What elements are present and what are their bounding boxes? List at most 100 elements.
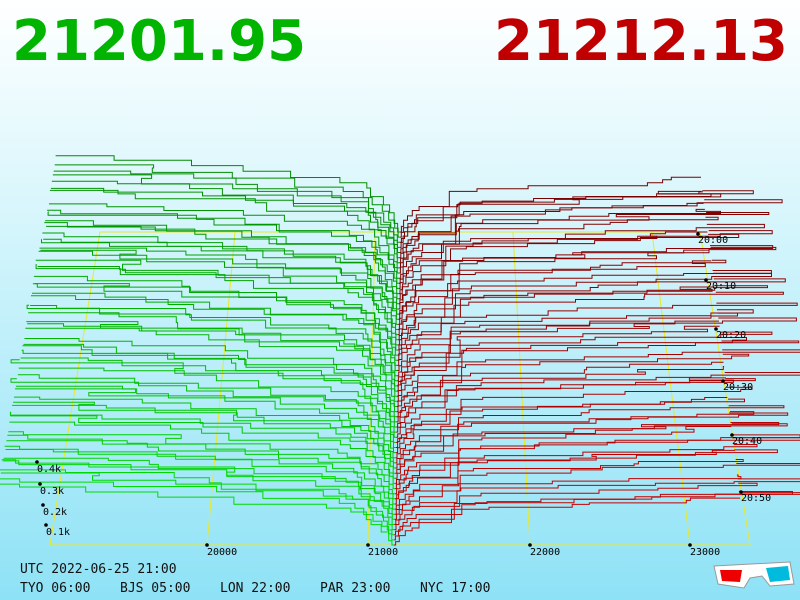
- bid-depth-line: [39, 247, 399, 320]
- bid-depth-line: [28, 312, 398, 382]
- floor-line: [651, 231, 691, 546]
- ask-depth-line: [395, 444, 758, 495]
- ask-depth-line: [395, 422, 780, 469]
- bid-depth-line: [0, 469, 395, 536]
- ask-depth-line: [394, 463, 800, 515]
- ask-depth-line: [398, 259, 727, 320]
- bid-depth-line: [44, 222, 399, 295]
- bid-depth-line: [8, 431, 396, 490]
- ask-depth-line: [396, 340, 800, 397]
- bid-depth-line: [52, 174, 400, 248]
- ask-depth-line: [397, 337, 747, 392]
- bid-depth-line: [35, 259, 398, 341]
- ask-depth-line: [399, 191, 722, 248]
- bid-depth-line: [15, 388, 396, 454]
- price-label: 22000: [530, 547, 560, 558]
- bid-depth-line: [45, 220, 399, 289]
- left-lens: [720, 570, 742, 582]
- ask-depth-line: [396, 349, 800, 402]
- ask-depth-line: [398, 278, 786, 336]
- price-label: 20000: [207, 547, 237, 558]
- bid-depth-line: [49, 203, 400, 269]
- depth-curves: [0, 155, 800, 546]
- clock-label: PAR 23:00: [320, 581, 390, 596]
- bid-depth-line: [38, 250, 399, 325]
- bid-depth-line: [32, 283, 398, 356]
- ask-depth-line: [397, 312, 738, 366]
- bid-depth-line: [49, 189, 400, 264]
- tick-dot: [366, 543, 370, 547]
- axis-labels: 0.4k 0.3k 0.2k 0.1k 20000 21000 22000 23000 20:0…: [35, 232, 771, 558]
- tick-dot: [41, 503, 45, 507]
- bid-depth-line: [40, 249, 399, 315]
- bid-depth-line: [25, 327, 397, 397]
- ask-depth-line: [399, 202, 704, 253]
- ask-depth-line: [398, 245, 774, 305]
- ask-depth-line: [396, 353, 750, 407]
- ask-depth-line: [395, 412, 789, 459]
- tick-dot: [704, 278, 708, 282]
- ask-depth-line: [396, 361, 724, 413]
- bid-depth-line: [13, 401, 396, 464]
- bid-depth-line: [41, 238, 399, 310]
- bid-depth-line: [9, 411, 396, 474]
- bid-depth-line: [2, 460, 395, 520]
- right-lens: [766, 566, 790, 582]
- ask-depth-line: [397, 286, 715, 341]
- bid-depth-line: [24, 338, 397, 402]
- ask-depth-line: [398, 270, 772, 325]
- ask-depth-line: [397, 331, 773, 387]
- ask-depth-line: [397, 285, 768, 346]
- time-label: 20:00: [698, 235, 728, 246]
- depth-label: 0.1k: [46, 527, 70, 538]
- tick-dot: [688, 543, 692, 547]
- ask-depth-line: [396, 366, 725, 418]
- bid-depth-line: [12, 404, 396, 469]
- time-label: 20:30: [723, 382, 753, 393]
- bid-depth-line: [31, 295, 398, 366]
- tick-dot: [730, 433, 734, 437]
- bid-depth-line: [55, 155, 400, 233]
- 3d-glasses-button[interactable]: [713, 561, 795, 589]
- bid-depth-line: [35, 264, 398, 336]
- ask-depth-line: [397, 325, 720, 382]
- bid-depth-line: [5, 449, 395, 505]
- bid-depth-line: [15, 385, 396, 448]
- price-label: 23000: [690, 547, 720, 558]
- ask-depth-line: [398, 233, 740, 289]
- ask-depth-line: [395, 423, 788, 479]
- ask-depth-line: [396, 386, 753, 438]
- ask-depth-line: [394, 474, 742, 520]
- bid-depth-line: [7, 434, 395, 495]
- ask-depth-line: [395, 411, 755, 464]
- bid-depth-line: [32, 292, 398, 361]
- bid-depth-line: [4, 445, 395, 510]
- ask-depth-line: [397, 291, 784, 351]
- ask-depth-line: [394, 492, 800, 541]
- ask-depth-line: [399, 208, 721, 264]
- ask-depth-line: [397, 320, 719, 377]
- ask-depth-line: [398, 260, 712, 315]
- tick-dot: [44, 523, 48, 527]
- tick-dot: [696, 232, 700, 236]
- world-clocks: TYO 06:00 BJS 05:00 LON 22:00 PAR 23:00 NYC …: [20, 581, 490, 596]
- tick-dot: [739, 490, 743, 494]
- ask-depth-line: [396, 377, 734, 433]
- ask-depth-line: [400, 176, 701, 233]
- ask-depth-line: [398, 249, 710, 300]
- ask-depth-line: [398, 246, 777, 310]
- depth-label: 0.3k: [40, 486, 64, 497]
- price-label: 21000: [368, 547, 398, 558]
- bid-depth-line: [18, 367, 397, 433]
- bid-depth-line: [37, 266, 399, 330]
- tick-dot: [528, 543, 532, 547]
- time-label: 20:50: [741, 493, 771, 504]
- bid-depth-line: [54, 164, 400, 238]
- ask-depth-line: [394, 459, 744, 510]
- tick-dot: [205, 543, 209, 547]
- time-label: 20:10: [706, 281, 736, 292]
- tick-dot: [35, 460, 39, 464]
- time-label: 20:40: [732, 436, 762, 447]
- ask-depth-line: [394, 482, 758, 531]
